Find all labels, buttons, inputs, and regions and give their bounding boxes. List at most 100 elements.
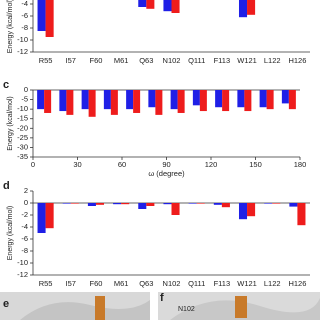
bar — [146, 203, 155, 206]
bar — [177, 90, 185, 113]
bar — [171, 203, 180, 215]
bar — [44, 90, 52, 113]
y-tick-label: -8 — [21, 246, 28, 255]
x-tick-label: Q111 — [188, 56, 205, 65]
bar — [264, 203, 273, 204]
ribbon — [20, 300, 150, 320]
bar — [237, 90, 245, 108]
panel-letter: d — [3, 180, 10, 192]
x-tick-label: M61 — [114, 56, 129, 65]
bar — [238, 203, 248, 220]
x-tick-label: H126 — [288, 56, 306, 65]
bar — [215, 90, 223, 108]
x-tick-label: I57 — [66, 56, 76, 65]
bar — [126, 90, 134, 110]
panel-letter: c — [3, 79, 9, 91]
x-tick-label: W121 — [237, 279, 257, 288]
bar — [66, 90, 74, 115]
y-axis-title: Energy (kcal/mol) — [7, 206, 14, 260]
bar — [196, 203, 205, 204]
bar — [188, 203, 197, 204]
bar — [37, 90, 45, 110]
panel-letter: f — [160, 292, 164, 304]
bar — [288, 90, 296, 110]
x-tick-label: 30 — [73, 160, 81, 169]
y-tick-label: -12 — [17, 270, 28, 279]
x-tick-label: F60 — [89, 279, 102, 288]
y-tick-label: -2 — [21, 210, 28, 219]
bar — [148, 90, 156, 108]
bar — [170, 90, 178, 110]
bar — [37, 0, 46, 31]
x-tick-label: 180 — [294, 160, 307, 169]
bar — [247, 203, 256, 217]
x-tick-label: M61 — [114, 279, 129, 288]
bar — [192, 90, 200, 106]
residue-stick — [95, 296, 105, 320]
y-tick-label: -12 — [17, 47, 28, 56]
x-tick-label: Q111 — [188, 279, 205, 288]
bar — [259, 90, 267, 108]
bar — [289, 203, 298, 207]
x-tick-label: 120 — [205, 160, 218, 169]
y-tick-label: -20 — [17, 123, 28, 132]
bar — [266, 90, 274, 110]
x-tick-label: F113 — [214, 56, 231, 65]
x-tick-label: Q63 — [139, 279, 153, 288]
y-tick-label: -4 — [21, 222, 28, 231]
bar — [133, 90, 141, 113]
x-axis-title: ω (degree) — [148, 169, 185, 178]
bar — [222, 90, 230, 112]
bar — [138, 0, 147, 7]
bar — [45, 0, 54, 37]
bar — [272, 203, 281, 204]
x-tick-label: Q63 — [139, 56, 153, 65]
bar — [62, 203, 71, 204]
bar — [163, 203, 172, 205]
y-tick-label: -6 — [21, 11, 28, 20]
residue-label: N102 — [178, 306, 195, 313]
bar — [95, 203, 105, 205]
structure-images — [0, 292, 320, 320]
x-tick-label: 60 — [118, 160, 126, 169]
x-tick-label: L122 — [264, 279, 281, 288]
y-tick-label: -10 — [17, 35, 28, 44]
x-tick-label: F113 — [214, 279, 231, 288]
bar — [163, 0, 172, 12]
x-tick-label: L122 — [264, 56, 281, 65]
bar — [59, 90, 67, 112]
x-tick-label: H126 — [288, 279, 306, 288]
bar — [110, 90, 118, 115]
x-tick-label: R55 — [39, 56, 53, 65]
x-tick-label: N102 — [163, 279, 181, 288]
y-axis-title: Energy (kcal/mol) — [7, 96, 14, 150]
bar — [199, 90, 207, 112]
bar — [87, 203, 96, 206]
bar — [221, 203, 230, 208]
y-tick-label: 2 — [24, 186, 28, 195]
y-tick-label: -25 — [17, 133, 28, 142]
bar — [238, 0, 248, 18]
y-tick-label: -5 — [21, 95, 28, 104]
x-tick-label: 0 — [31, 160, 35, 169]
bar — [37, 203, 46, 233]
x-tick-label: I57 — [66, 279, 76, 288]
y-tick-label: -30 — [17, 142, 28, 151]
y-tick-label: -8 — [21, 23, 28, 32]
x-tick-label: R55 — [39, 279, 53, 288]
bar — [171, 0, 180, 13]
x-tick-label: W121 — [237, 56, 257, 65]
y-axis-title: Energy (kcal/mol) — [7, 0, 14, 53]
bar — [45, 203, 54, 229]
y-tick-label: -15 — [17, 114, 28, 123]
y-tick-label: -4 — [21, 0, 28, 8]
x-tick-label: N102 — [163, 56, 181, 65]
bar — [103, 90, 111, 110]
y-tick-label: 0 — [24, 198, 28, 207]
bar — [146, 0, 155, 9]
bar — [281, 90, 289, 104]
bar — [113, 203, 122, 205]
panel-letter: e — [3, 298, 9, 310]
y-tick-label: -10 — [17, 104, 28, 113]
